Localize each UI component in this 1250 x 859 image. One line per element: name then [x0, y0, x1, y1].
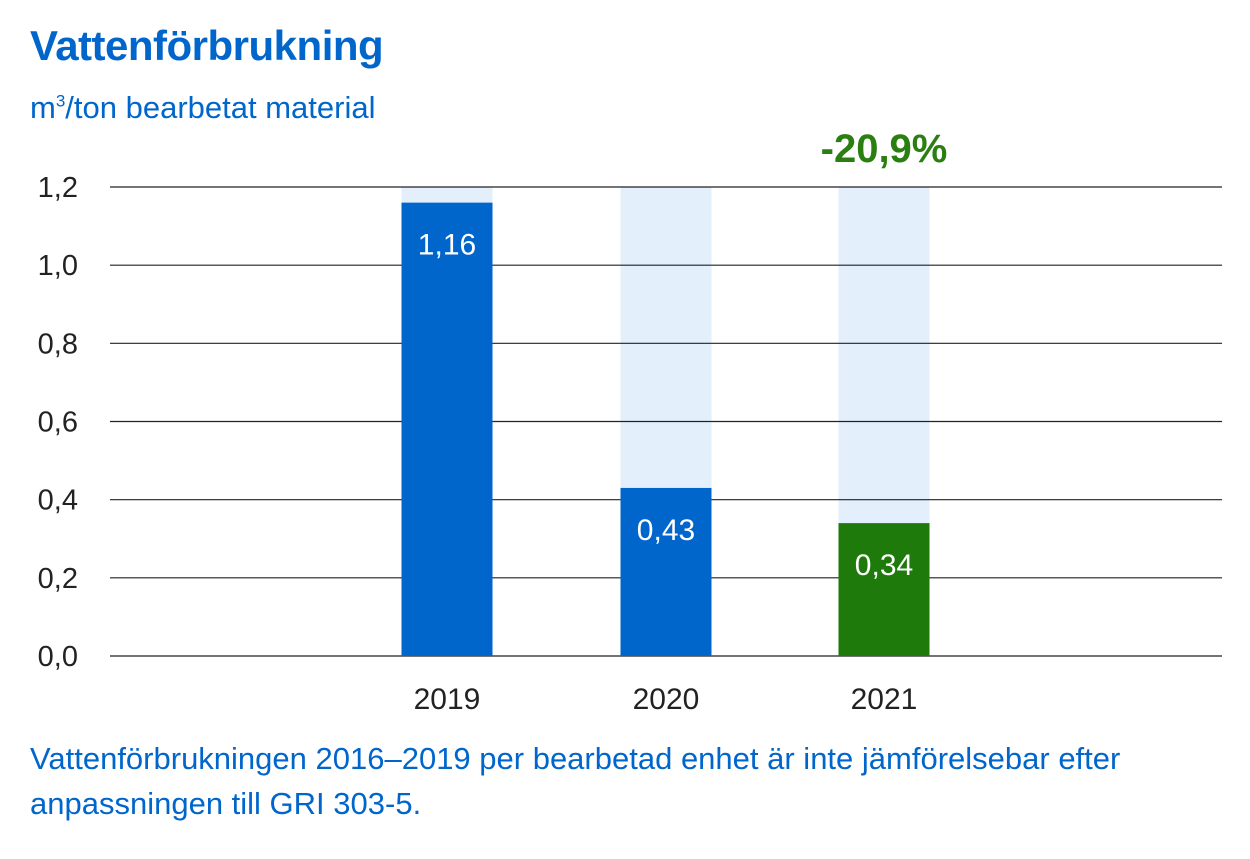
bar-value-label-2021: 0,34 — [855, 549, 913, 582]
y-tick-label: 0,0 — [38, 641, 78, 673]
bar-value-label-2020: 0,43 — [637, 514, 695, 547]
y-tick-label: 1,0 — [38, 250, 78, 282]
x-tick-label-2021: 2021 — [851, 683, 918, 716]
bar-2021 — [838, 523, 930, 656]
y-tick-label: 1,2 — [38, 172, 78, 204]
unit-superscript: 3 — [55, 91, 66, 111]
bar-2020 — [620, 487, 712, 656]
chart-subtitle: m3/ton bearbetat material — [30, 90, 375, 126]
change-annotation: -20,9% — [821, 127, 948, 171]
unit-suffix: /ton bearbetat material — [65, 90, 376, 125]
chart-footnote: Vattenförbrukningen 2016–2019 per bearbe… — [30, 741, 1121, 821]
unit-prefix: m — [30, 90, 56, 125]
bar-value-label-2019: 1,16 — [418, 229, 476, 262]
y-tick-label: 0,2 — [38, 563, 78, 595]
chart-title: Vattenförbrukning — [30, 22, 384, 69]
x-tick-label-2020: 2020 — [633, 683, 700, 716]
y-tick-label: 0,6 — [38, 407, 78, 439]
bar-2019 — [401, 202, 493, 656]
y-tick-label: 0,4 — [38, 485, 78, 517]
x-tick-label-2019: 2019 — [414, 683, 481, 716]
y-tick-label: 0,8 — [38, 328, 78, 360]
